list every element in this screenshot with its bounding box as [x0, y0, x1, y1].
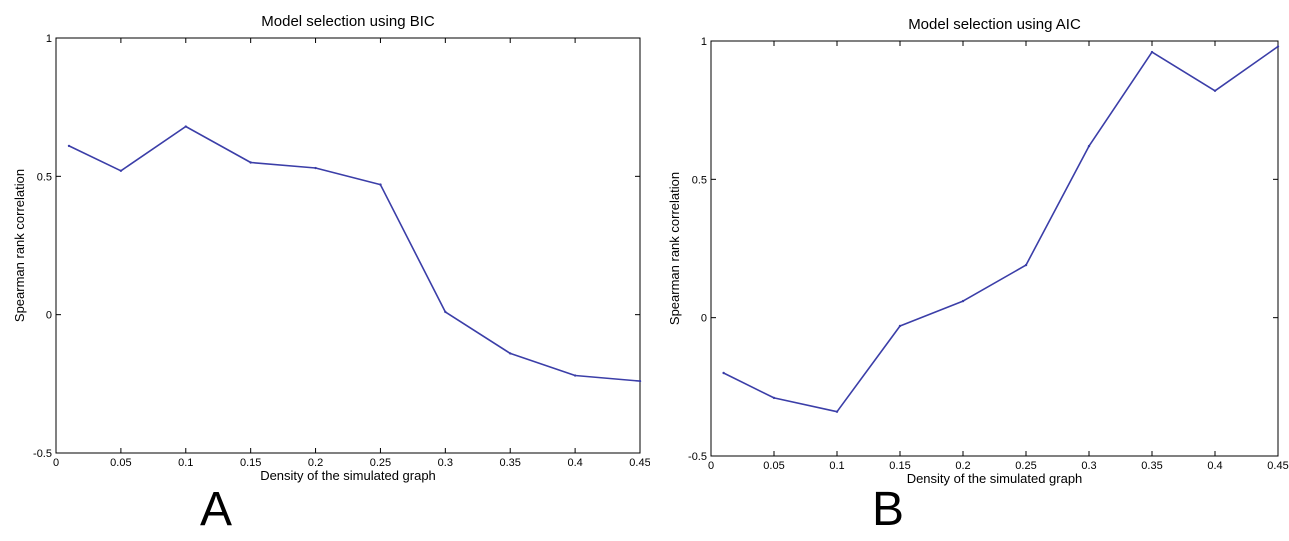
- x-tick-label: 0.35: [500, 457, 521, 469]
- data-point: [638, 379, 642, 383]
- x-axis-label: Density of the simulated graph: [907, 471, 1083, 486]
- x-tick-label: 0.1: [829, 460, 844, 472]
- chart-panel-a: Model selection using BIC 0 0.05 0.1 0.15 0.2…: [12, 13, 650, 536]
- data-point: [1087, 144, 1091, 148]
- series-line: [68, 125, 641, 382]
- data-point: [573, 374, 577, 377]
- data-point: [509, 352, 512, 355]
- y-tick-label: -0.5: [688, 451, 707, 463]
- x-tick-label: 0: [53, 457, 59, 469]
- data-point: [772, 396, 776, 400]
- plot-frame: [710, 40, 1279, 457]
- panel-label-b: B: [872, 483, 905, 536]
- data-point: [1150, 50, 1154, 54]
- data-point: [184, 125, 187, 128]
- data-point: [379, 183, 382, 186]
- y-tick-label: 0.5: [37, 171, 52, 183]
- y-tick-label: 0.5: [692, 174, 707, 186]
- data-point: [835, 410, 839, 413]
- chart-a-svg: Model selection using BIC 0 0.05 0.1 0.15 0.2…: [12, 13, 650, 483]
- data-point: [119, 169, 123, 172]
- chart-title: Model selection using BIC: [261, 13, 435, 30]
- y-axis-label: Spearman rank correlation: [12, 169, 27, 322]
- x-tick-label: 0.35: [1141, 460, 1162, 472]
- data-point: [1276, 45, 1280, 48]
- x-tick-label: 0.4: [567, 457, 582, 469]
- chart-panel-b: Model selection using AIC 0 0.05 0.1 0.15 0.2…: [650, 0, 1289, 541]
- y-tick-label: 0: [701, 313, 707, 325]
- x-tick-label: 0.3: [438, 457, 453, 469]
- x-tick-label: 0: [708, 460, 714, 472]
- x-tick-label: 0.15: [240, 457, 261, 469]
- x-tick-label: 0.05: [763, 460, 784, 472]
- x-tick-label: 0.15: [889, 460, 910, 472]
- data-point: [444, 310, 447, 314]
- data-point: [314, 166, 317, 170]
- x-tick-label: 0.2: [308, 457, 323, 469]
- data-point: [898, 324, 902, 328]
- panel-label-a: A: [200, 483, 233, 536]
- y-tick-label: 0: [46, 310, 52, 322]
- data-point: [249, 161, 252, 164]
- x-tick-label: 0.45: [629, 457, 650, 469]
- chart-b-svg: Model selection using AIC 0 0.05 0.1 0.15 0.2…: [667, 16, 1289, 486]
- x-axis-label: Density of the simulated graph: [260, 468, 436, 483]
- data-point: [961, 299, 965, 303]
- x-tick-label: 0.1: [178, 457, 193, 469]
- data-point: [1213, 89, 1217, 93]
- x-tick-label: 0.05: [110, 457, 131, 469]
- x-tick-label: 0.25: [1015, 460, 1036, 472]
- data-point: [722, 371, 725, 375]
- data-point: [67, 144, 71, 148]
- x-tick-label: 0.25: [370, 457, 391, 469]
- data-point: [1024, 263, 1028, 267]
- y-axis-label: Spearman rank correlation: [667, 172, 682, 325]
- y-tick-label: 1: [46, 33, 52, 45]
- x-tick-label: 0.4: [1207, 460, 1222, 472]
- x-tick-label: 0.3: [1081, 460, 1096, 472]
- x-tick-label: 0.2: [955, 460, 970, 472]
- plot-frame: [55, 37, 641, 454]
- x-tick-label: 0.45: [1267, 460, 1288, 472]
- series-line: [723, 45, 1279, 413]
- y-tick-label: 1: [701, 36, 707, 48]
- chart-title: Model selection using AIC: [908, 16, 1081, 33]
- y-tick-label: -0.5: [33, 448, 52, 460]
